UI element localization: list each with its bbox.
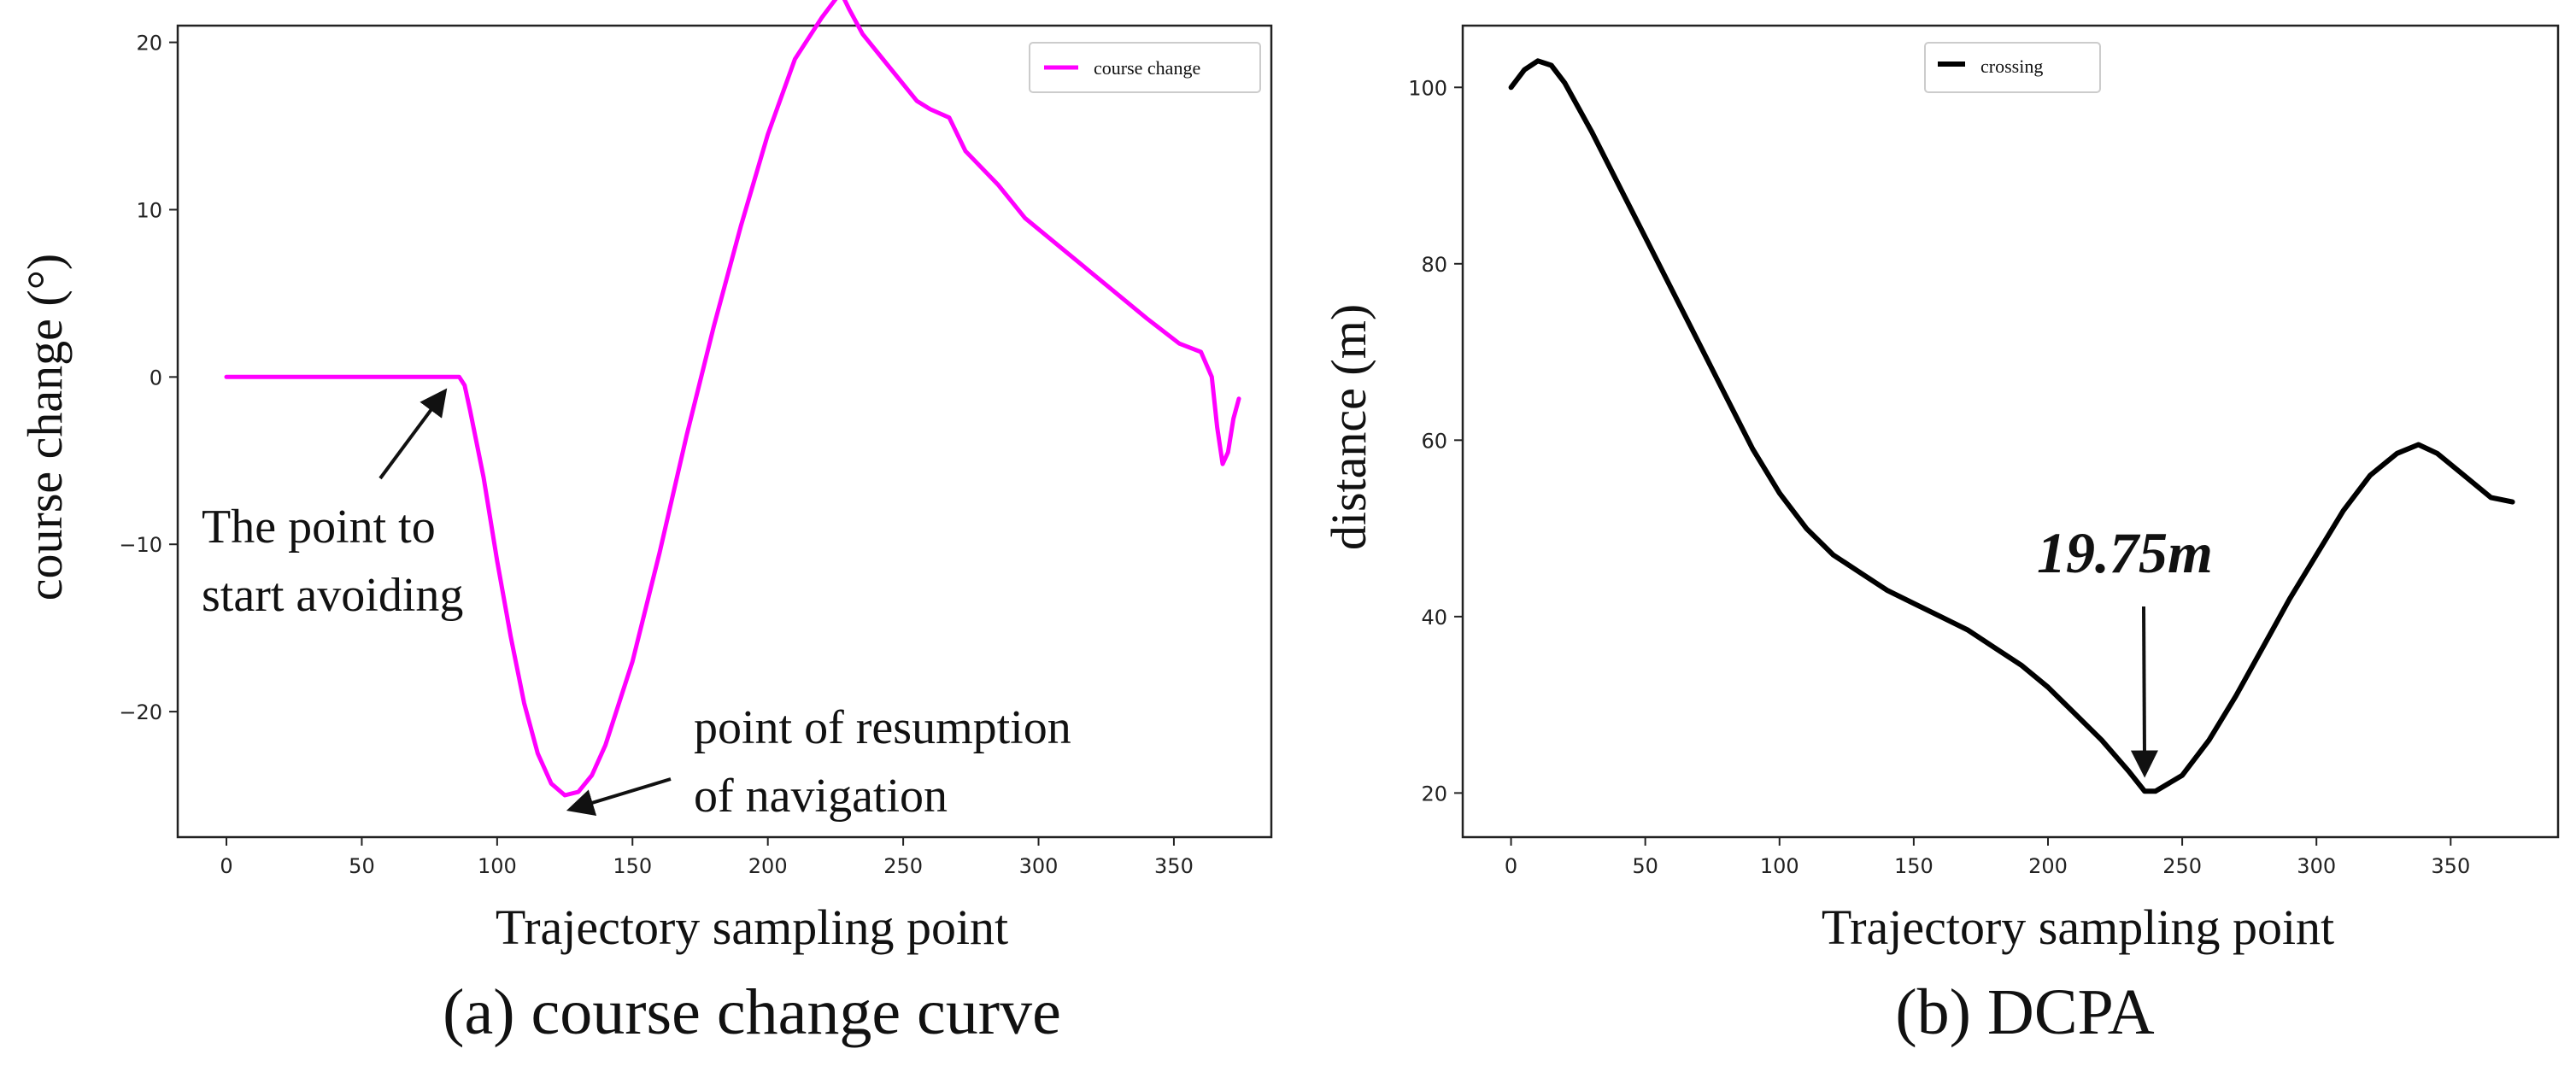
chart-caption: (b) DCPA [1895, 976, 2154, 1048]
chart-caption: (a) course change curve [443, 976, 1061, 1048]
legend-box [1924, 42, 2101, 93]
y-axis-label: course change (°) [17, 254, 73, 601]
annotation-arrow [566, 777, 672, 817]
y-axis-ticks: 20 40 60 80 100 [1408, 76, 1463, 806]
plot-frame [1461, 24, 2560, 839]
x-tick-label: 250 [2162, 854, 2202, 878]
x-tick-label: 0 [1505, 854, 1517, 878]
annotation-arrow [378, 388, 448, 480]
x-tick-label: 100 [1760, 854, 1799, 878]
x-tick-label: 350 [2431, 854, 2470, 878]
dcpa-chart: 0 50 100 150 200 250 300 350 20 40 60 80 100 crossi… [1321, 24, 2560, 1048]
series-line [1508, 58, 2515, 794]
x-axis-ticks: 0 50 100 150 200 250 300 350 [1505, 837, 2470, 878]
legend-box [1029, 42, 1261, 93]
legend-label: course change [1094, 57, 1200, 79]
y-tick-label: 80 [1421, 253, 1447, 277]
annotation-text: 19.75m [2037, 520, 2213, 585]
y-tick-label: 20 [136, 32, 162, 56]
y-tick-label: 0 [150, 366, 162, 390]
legend-label: crossing [1980, 56, 2043, 77]
series-lines [224, 0, 1241, 798]
x-tick-label: 50 [1632, 854, 1658, 878]
x-tick-label: 0 [220, 854, 232, 878]
x-axis-ticks: 0 50 100 150 200 250 300 350 [220, 837, 1194, 878]
annotation-text: start avoiding [202, 569, 463, 622]
annotation-text: The point to [202, 501, 436, 554]
annotation-start-avoiding: The point to start avoiding [202, 388, 463, 622]
y-tick-label: 20 [1421, 782, 1447, 806]
x-tick-label: 150 [1894, 854, 1933, 878]
y-tick-label: −10 [119, 533, 162, 557]
x-tick-label: 50 [349, 854, 375, 878]
annotation-arrow [2130, 606, 2158, 778]
legend: crossing [1924, 42, 2101, 93]
y-tick-label: 60 [1421, 429, 1447, 453]
x-tick-label: 350 [1154, 854, 1194, 878]
x-axis-label: Trajectory sampling point [1822, 899, 2334, 955]
plot-frame [176, 24, 1273, 839]
x-tick-label: 200 [2028, 854, 2068, 878]
series-lines [1508, 58, 2515, 794]
series-line [224, 0, 1241, 798]
x-tick-label: 100 [478, 854, 517, 878]
x-tick-label: 200 [748, 854, 788, 878]
x-tick-label: 300 [1019, 854, 1059, 878]
y-tick-label: 100 [1408, 76, 1447, 100]
y-axis-label: distance (m) [1321, 304, 1376, 550]
annotation-text: point of resumption [694, 701, 1071, 754]
x-tick-label: 150 [613, 854, 652, 878]
annotation-resumption: point of resumption of navigation [566, 701, 1071, 823]
annotation-dcpa-min: 19.75m [2037, 520, 2213, 778]
x-tick-label: 250 [883, 854, 923, 878]
course-change-chart: 0 50 100 150 200 250 300 350 −20 −10 0 10 20 course… [17, 0, 1273, 1048]
annotation-text: of navigation [694, 770, 948, 823]
legend: course change [1029, 42, 1261, 93]
y-tick-label: 40 [1421, 606, 1447, 630]
y-axis-ticks: −20 −10 0 10 20 [119, 32, 178, 724]
y-tick-label: 10 [136, 198, 162, 222]
y-tick-label: −20 [119, 700, 162, 724]
x-axis-label: Trajectory sampling point [496, 899, 1008, 955]
x-tick-label: 300 [2297, 854, 2336, 878]
